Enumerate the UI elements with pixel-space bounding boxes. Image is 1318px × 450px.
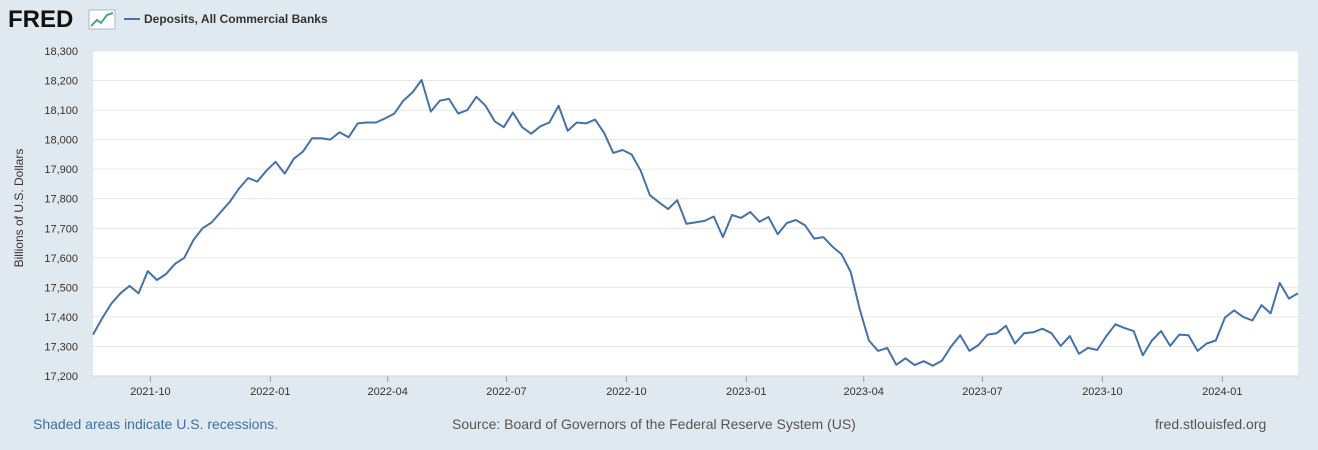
- site-url[interactable]: fred.stlouisfed.org: [1155, 416, 1267, 432]
- chart-svg: FRED Deposits, All Commercial Banks Bill…: [8, 6, 1299, 398]
- x-tick-label: 2023-01: [726, 386, 766, 398]
- plot-area: [93, 51, 1298, 376]
- recession-note-link[interactable]: Shaded areas indicate U.S. recessions.: [33, 416, 279, 432]
- y-tick-label: 18,100: [44, 105, 78, 117]
- y-tick-label: 17,500: [44, 282, 78, 294]
- y-axis-label: Billions of U.S. Dollars: [12, 149, 26, 268]
- x-tick-label: 2024-01: [1202, 386, 1242, 398]
- y-tick-label: 18,300: [44, 46, 78, 58]
- series-line-deposits[interactable]: [92, 79, 1299, 367]
- fred-logo-text: FRED: [8, 6, 73, 33]
- y-tick-label: 17,600: [44, 253, 78, 265]
- x-tick-label: 2022-04: [368, 386, 408, 398]
- x-tick-label: 2023-07: [962, 386, 1002, 398]
- y-tick-label: 17,700: [44, 223, 78, 235]
- gridlines: [93, 50, 1298, 377]
- legend-label: Deposits, All Commercial Banks: [144, 12, 328, 26]
- y-tick-label: 17,800: [44, 194, 78, 206]
- y-tick-label: 18,200: [44, 76, 78, 88]
- y-tick-label: 17,200: [44, 371, 78, 383]
- x-axis-ticks: 2021-10 2022-01 2022-04 2022-07 2022-10 2023-…: [93, 375, 1298, 398]
- legend[interactable]: Deposits, All Commercial Banks: [124, 12, 328, 26]
- x-tick-label: 2021-10: [130, 386, 170, 398]
- y-tick-label: 18,000: [44, 135, 78, 147]
- y-tick-label: 17,300: [44, 341, 78, 353]
- x-tick-label: 2023-10: [1082, 386, 1122, 398]
- x-tick-label: 2022-01: [250, 386, 290, 398]
- x-tick-label: 2023-04: [844, 386, 884, 398]
- y-axis-ticks: 17,200 17,300 17,400 17,500 17,600 17,700 17,8…: [44, 46, 78, 383]
- fred-graph-icon: [88, 9, 116, 30]
- source-text: Source: Board of Governors of the Federa…: [452, 416, 856, 432]
- fred-logo[interactable]: FRED: [8, 6, 116, 33]
- y-tick-label: 17,400: [44, 312, 78, 324]
- y-tick-label: 17,900: [44, 164, 78, 176]
- x-tick-label: 2022-10: [606, 386, 646, 398]
- x-tick-label: 2022-07: [486, 386, 526, 398]
